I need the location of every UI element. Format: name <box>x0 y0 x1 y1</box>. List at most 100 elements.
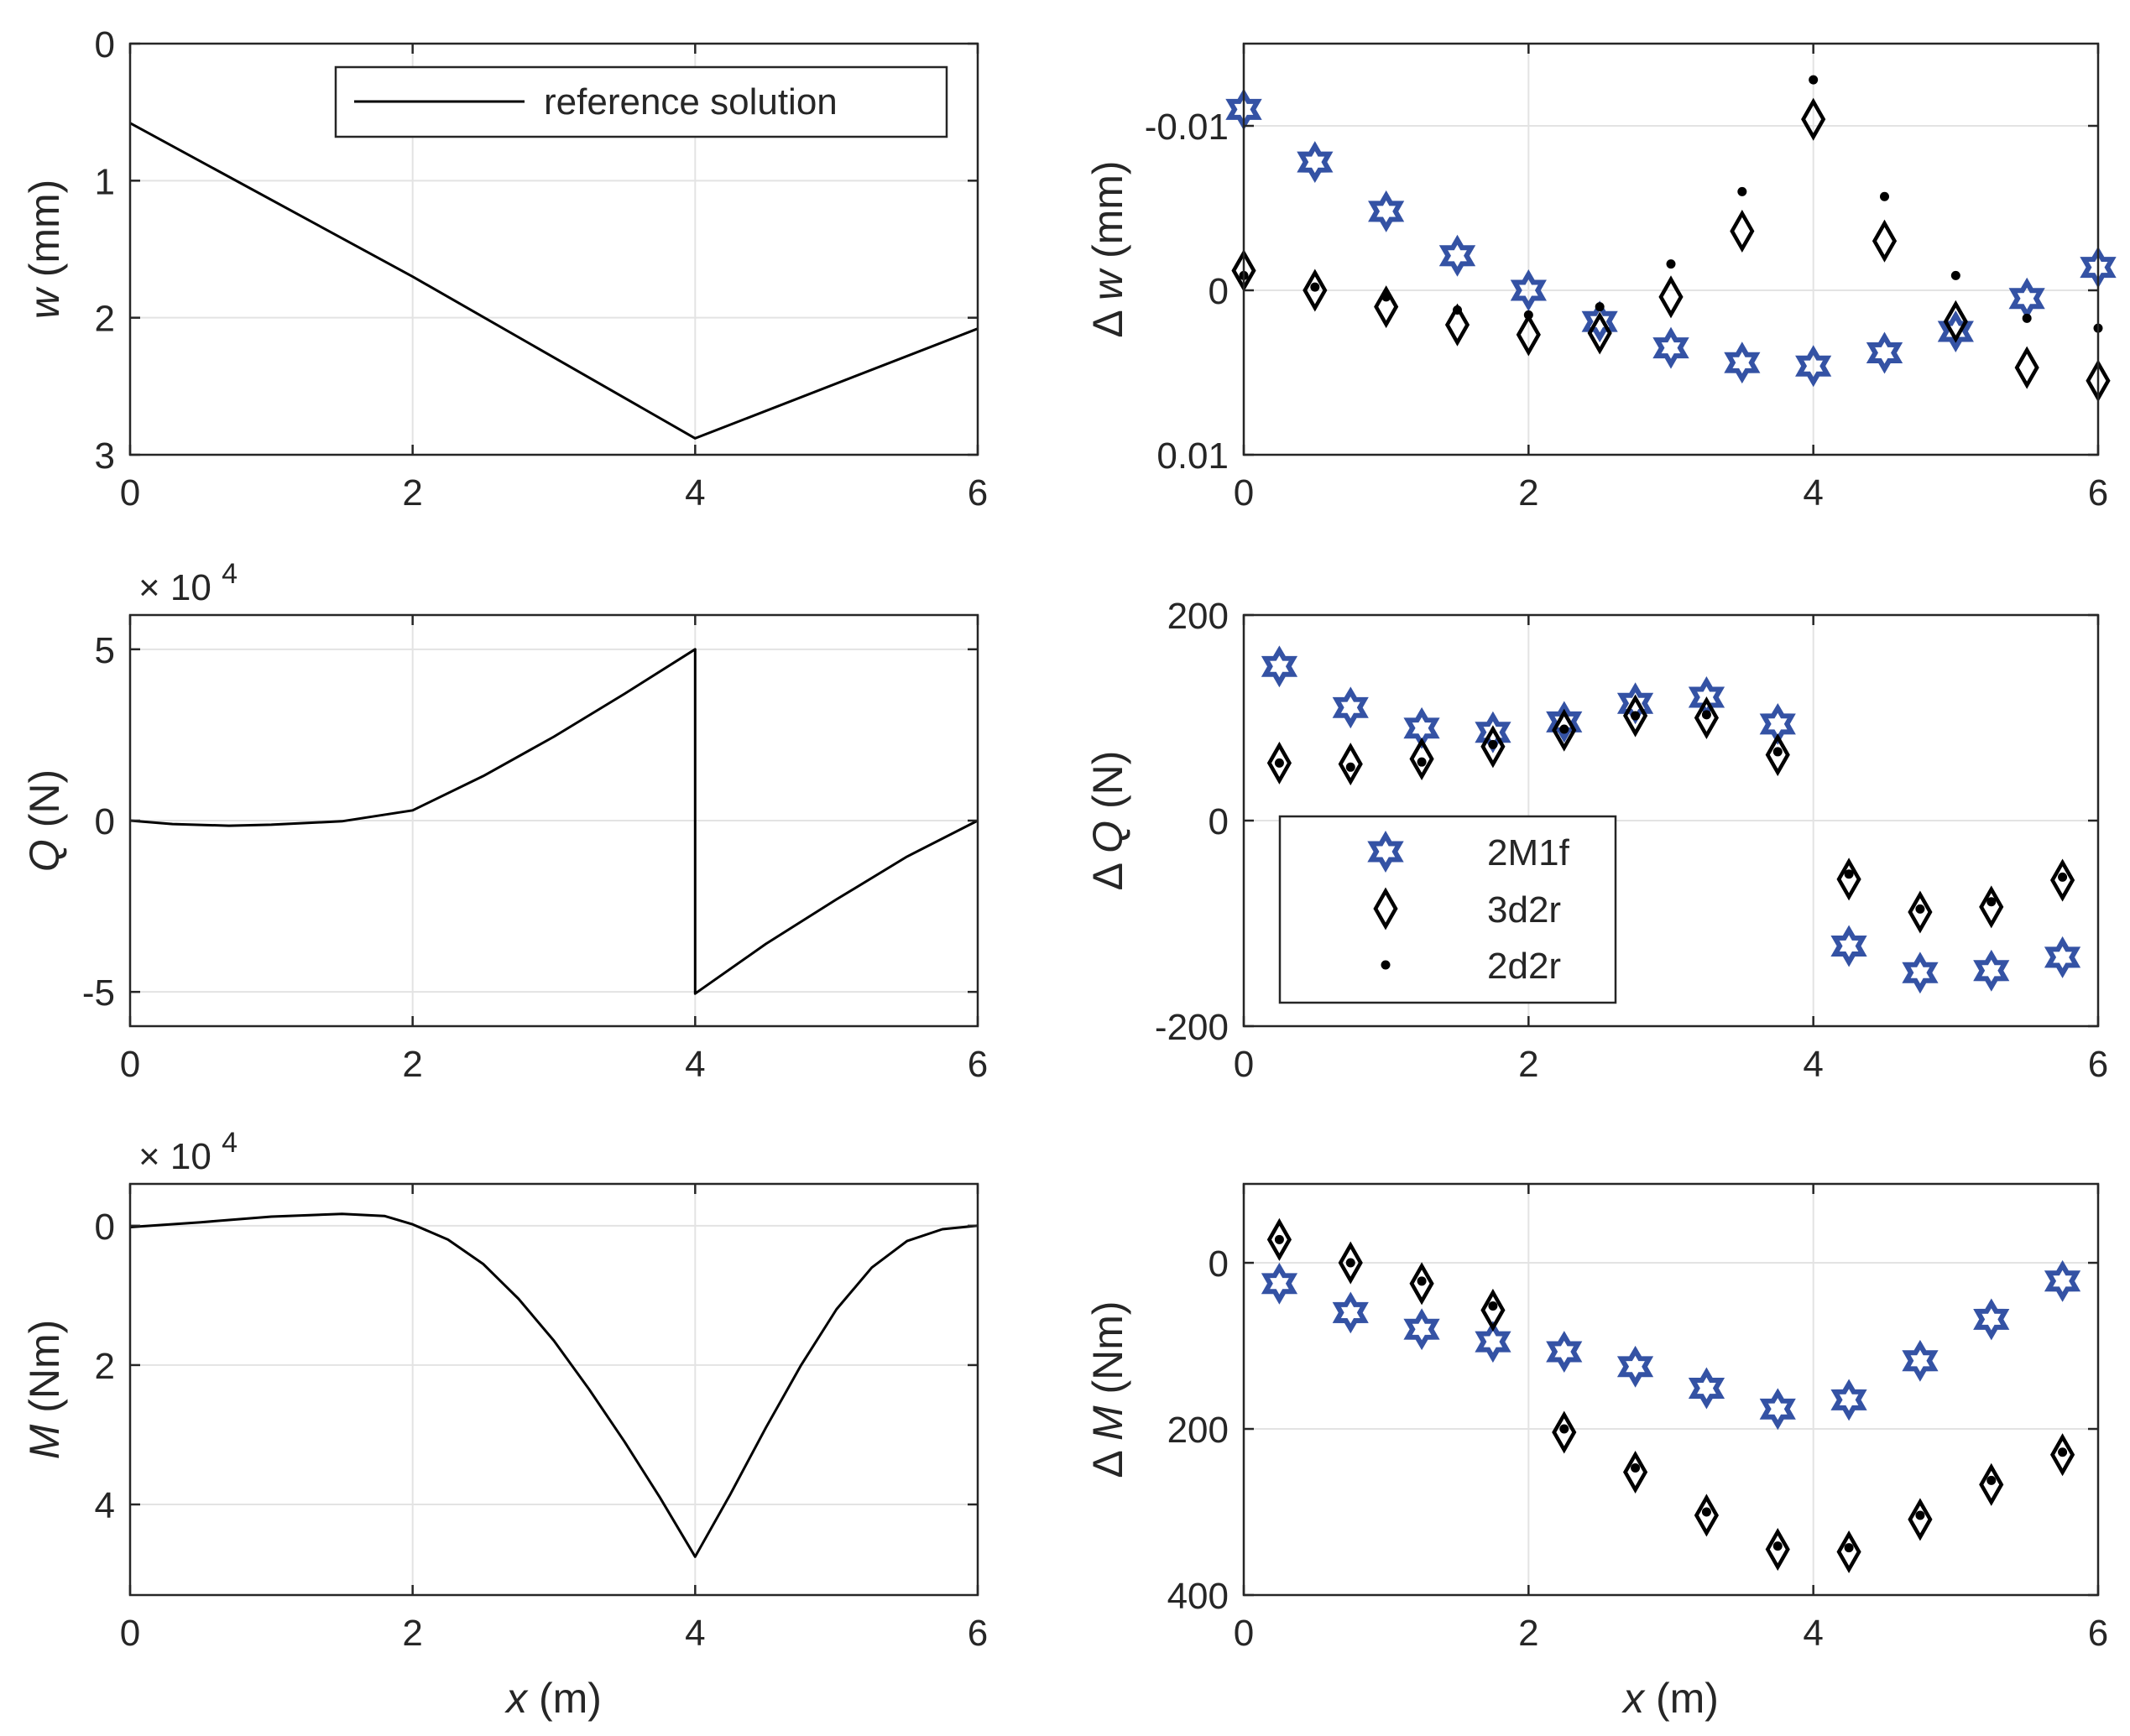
point-3d2r <box>1979 885 2004 929</box>
x-tick-label: 6 <box>968 472 988 514</box>
legend-label-2m1f: 2M1f <box>1487 832 1570 873</box>
point-2m1f <box>1688 1367 1725 1410</box>
panels: 0 2 4 6 0 1 2 3 w (mm) reference solution 0 2 4 6 -0.0… <box>21 24 2117 1722</box>
x-tick-label: 4 <box>1803 1613 1823 1654</box>
point-2m1f <box>1652 326 1689 369</box>
x-tick-label: 2 <box>402 1613 422 1654</box>
axis-exponent-label: × 10 4 <box>138 558 238 608</box>
point-2d2r <box>2058 872 2068 882</box>
point-3d2r <box>1836 1530 1861 1574</box>
point-2m1f <box>1830 925 1867 967</box>
point-2d2r <box>1737 186 1747 196</box>
point-2d2r <box>1915 1510 1925 1520</box>
x-tick-label: 4 <box>1803 472 1823 514</box>
legend-marker-2d2r <box>1381 960 1391 970</box>
point-3d2r <box>1480 725 1506 769</box>
point-3d2r <box>1694 696 1720 740</box>
x-tick-label: 0 <box>1234 1044 1254 1085</box>
y-tick-label: 2 <box>95 299 115 340</box>
point-3d2r <box>1374 285 1399 329</box>
point-2d2r <box>1880 191 1889 201</box>
point-2m1f <box>1475 1321 1511 1363</box>
point-2d2r <box>1559 724 1569 734</box>
x-tick-label: 6 <box>2088 1613 2108 1654</box>
x-tick-label: 4 <box>685 1044 705 1085</box>
legend-marker-2m1f <box>1367 831 1404 873</box>
y-tick-label: 0 <box>1209 271 1229 312</box>
point-2d2r <box>1345 1258 1355 1268</box>
x-tick-label: 2 <box>1518 1044 1538 1085</box>
point-2d2r <box>1488 739 1498 749</box>
x-tick-label: 0 <box>120 1044 140 1085</box>
point-2d2r <box>1986 1475 1997 1485</box>
y-tick-label: -0.01 <box>1145 107 1229 148</box>
point-2m1f <box>1724 341 1761 384</box>
point-2m1f <box>1973 1298 2010 1341</box>
y-tick-label: -200 <box>1155 1007 1229 1048</box>
point-3d2r <box>1765 1528 1790 1572</box>
point-2m1f <box>1937 310 1974 352</box>
point-2d2r <box>1345 762 1355 772</box>
point-3d2r <box>1409 737 1434 781</box>
legend: reference solution <box>334 65 948 138</box>
point-3d2r <box>1303 268 1328 312</box>
point-2d2r <box>1274 758 1284 768</box>
point-2d2r <box>1772 747 1783 757</box>
point-3d2r <box>1552 1410 1577 1454</box>
point-2d2r <box>1310 282 1320 292</box>
point-2m1f <box>1261 1262 1298 1305</box>
point-2d2r <box>1950 270 1960 280</box>
point-2m1f <box>1403 1308 1440 1351</box>
point-3d2r <box>1730 209 1755 253</box>
legend-marker-3d2r <box>1373 887 1398 931</box>
legend: 2M1f 3d2r 2d2r <box>1278 815 1617 1004</box>
point-3d2r <box>1801 97 1826 141</box>
point-3d2r <box>1338 743 1363 786</box>
legend-label-3d2r: 3d2r <box>1487 889 1561 931</box>
series-line-reference-solution <box>129 648 979 995</box>
y-tick-label: 200 <box>1167 1410 1229 1451</box>
point-3d2r <box>1908 1498 1933 1541</box>
axes-box <box>1242 1182 2100 1597</box>
point-3d2r <box>1836 858 1861 901</box>
point-3d2r <box>1338 1241 1363 1285</box>
point-3d2r <box>1266 741 1292 785</box>
legend-label-2d2r: 2d2r <box>1487 946 1561 987</box>
x-axis-label: x (m) <box>504 1675 602 1722</box>
point-3d2r <box>1480 1288 1506 1332</box>
point-2d2r <box>1523 310 1533 320</box>
plot-area <box>1244 1184 2098 1595</box>
point-3d2r <box>2049 1433 2075 1477</box>
point-2d2r <box>1986 897 1997 907</box>
point-3d2r <box>1658 275 1684 319</box>
point-2m1f <box>2044 1259 2081 1302</box>
y-axis-label: Q (N) <box>21 769 68 872</box>
x-tick-label: 6 <box>2088 472 2108 514</box>
x-tick-label: 2 <box>1518 472 1538 514</box>
point-2m1f <box>1261 645 1298 688</box>
point-2d2r <box>1631 1463 1641 1473</box>
y-tick-label: 2 <box>95 1346 115 1387</box>
y-tick-label: 400 <box>1167 1576 1229 1617</box>
point-2m1f <box>1973 949 2010 992</box>
y-tick-label: 4 <box>95 1485 115 1526</box>
point-2m1f <box>1438 234 1476 277</box>
point-2d2r <box>1915 904 1925 914</box>
point-2d2r <box>1844 1543 1854 1553</box>
y-axis-label: M (Nm) <box>21 1320 68 1460</box>
point-2d2r <box>1559 1424 1569 1434</box>
point-2d2r <box>1417 1276 1427 1286</box>
y-axis-label: Δ Q (N) <box>1084 751 1131 891</box>
x-tick-label: 4 <box>685 472 705 514</box>
point-3d2r <box>1943 300 1968 343</box>
point-2m1f <box>1546 1331 1583 1373</box>
y-tick-label: 3 <box>95 435 115 477</box>
point-2d2r <box>1488 1301 1498 1311</box>
point-2d2r <box>1417 757 1427 767</box>
y-tick-label: 0 <box>95 24 115 65</box>
point-2m1f <box>1368 190 1405 232</box>
point-2d2r <box>1381 292 1391 302</box>
point-3d2r <box>2014 346 2039 389</box>
point-2m1f <box>1546 701 1583 743</box>
